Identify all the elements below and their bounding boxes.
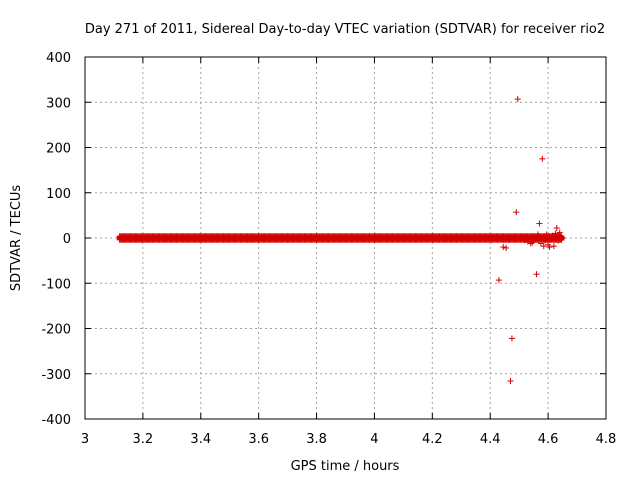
data-point [556,229,563,236]
data-point [533,271,540,278]
data-point [543,231,550,238]
y-axis-label: SDTVAR / TECUs [9,185,24,292]
x-axis-label: GPS time / hours [291,459,400,474]
x-tick-label: 3.6 [248,432,269,447]
y-tick-label: 300 [46,96,71,111]
y-tick-labels: 400 300 200 100 0 -100 -200 -300 -400 [41,51,71,428]
data-point [519,234,526,241]
data-point [550,243,557,250]
data-point [508,335,515,342]
x-tick-label: 3.2 [133,432,154,447]
data-point [514,96,521,103]
data-point [530,237,537,244]
x-tick-labels: 3 3.2 3.4 3.6 3.8 4 4.2 4.4 4.6 4.8 [81,432,616,447]
x-tick-label: 3.8 [306,432,327,447]
data-point [503,244,510,251]
y-tick-label: -400 [41,413,71,428]
data-point [539,155,546,162]
x-tick-label: 4.2 [422,432,443,447]
data-points [116,96,566,384]
data-point [553,225,560,232]
x-tick-label: 4.4 [480,432,501,447]
data-point [500,244,507,251]
y-tick-label: 200 [46,142,71,157]
data-point [537,240,544,247]
data-point [548,236,555,243]
y-tick-label: -200 [41,323,71,338]
axis-ticks [84,56,607,420]
data-point [536,220,543,227]
data-point [540,243,547,250]
x-tick-label: 4.6 [538,432,559,447]
data-point [546,244,553,251]
data-point [507,377,514,384]
x-tick-label: 4 [370,432,378,447]
data-point [552,230,559,237]
data-point [555,237,562,244]
data-point [559,235,566,241]
x-tick-label: 3 [81,432,89,447]
chart-title: Day 271 of 2011, Sidereal Day-to-day VTE… [85,22,605,37]
x-tick-label: 4.8 [596,432,617,447]
y-tick-label: 0 [63,232,71,247]
data-point [521,237,528,244]
y-tick-label: 400 [46,51,71,66]
x-tick-label: 3.4 [190,432,211,447]
data-point [495,277,502,284]
y-tick-label: -300 [41,368,71,383]
y-tick-label: -100 [41,277,71,292]
data-point [542,237,549,244]
data-point [513,209,520,216]
data-point [534,231,541,238]
y-tick-label: 100 [46,187,71,202]
data-point [558,234,565,241]
data-point [527,240,534,247]
